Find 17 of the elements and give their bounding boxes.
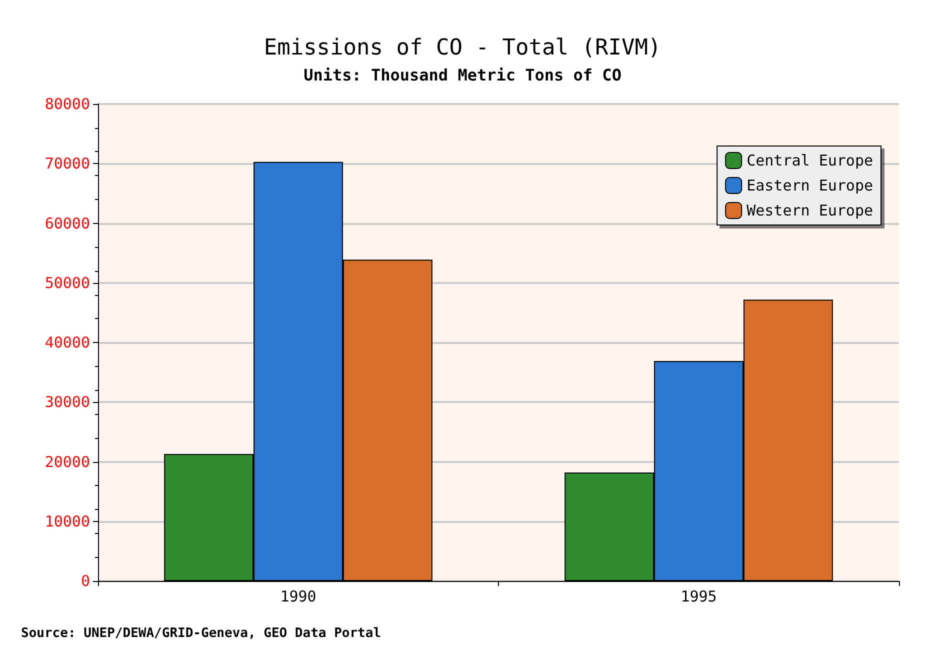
y-tick-label: 0 <box>80 572 90 590</box>
chart-title: Emissions of CO - Total (RIVM) <box>264 36 662 60</box>
source-note: Source: UNEP/DEWA/GRID-Geneva, GEO Data Portal <box>21 626 382 641</box>
chart-subtitle: Units: Thousand Metric Tons of CO <box>304 66 622 84</box>
x-tick-label: 1995 <box>680 588 717 606</box>
y-tick-label: 50000 <box>44 274 90 292</box>
y-tick-label: 40000 <box>44 334 90 352</box>
y-tick-label: 80000 <box>44 95 90 113</box>
legend-label: Central Europe <box>746 152 874 170</box>
y-tick-label: 30000 <box>44 393 90 412</box>
legend-label: Western Europe <box>746 202 874 220</box>
x-tick-label: 1990 <box>280 588 316 606</box>
y-tick-label: 20000 <box>44 452 90 471</box>
y-tick-label: 70000 <box>44 154 90 173</box>
legend-label: Eastern Europe <box>746 176 874 194</box>
y-tick-label: 10000 <box>44 512 90 530</box>
y-tick-label: 60000 <box>44 214 90 232</box>
